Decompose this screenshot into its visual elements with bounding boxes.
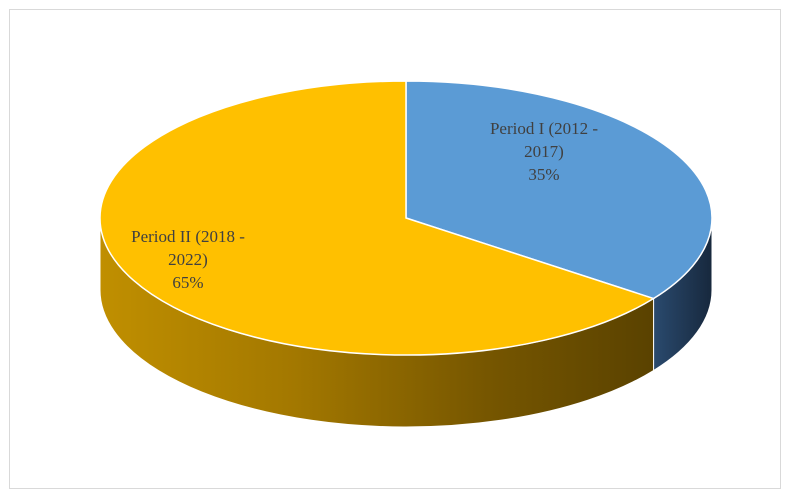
pie-slice-0	[405, 80, 713, 300]
slice-percent-1: 65%	[172, 273, 203, 292]
slice-label-0-line-0: Period I (2012 -	[490, 119, 598, 138]
slice-percent-0: 35%	[528, 165, 559, 184]
pie-slice-1	[99, 80, 656, 356]
slice-label-1-line-1: 2022)	[168, 250, 208, 269]
slice-label-0-line-1: 2017)	[524, 142, 564, 161]
slice-label-1-line-0: Period II (2018 -	[131, 227, 245, 246]
